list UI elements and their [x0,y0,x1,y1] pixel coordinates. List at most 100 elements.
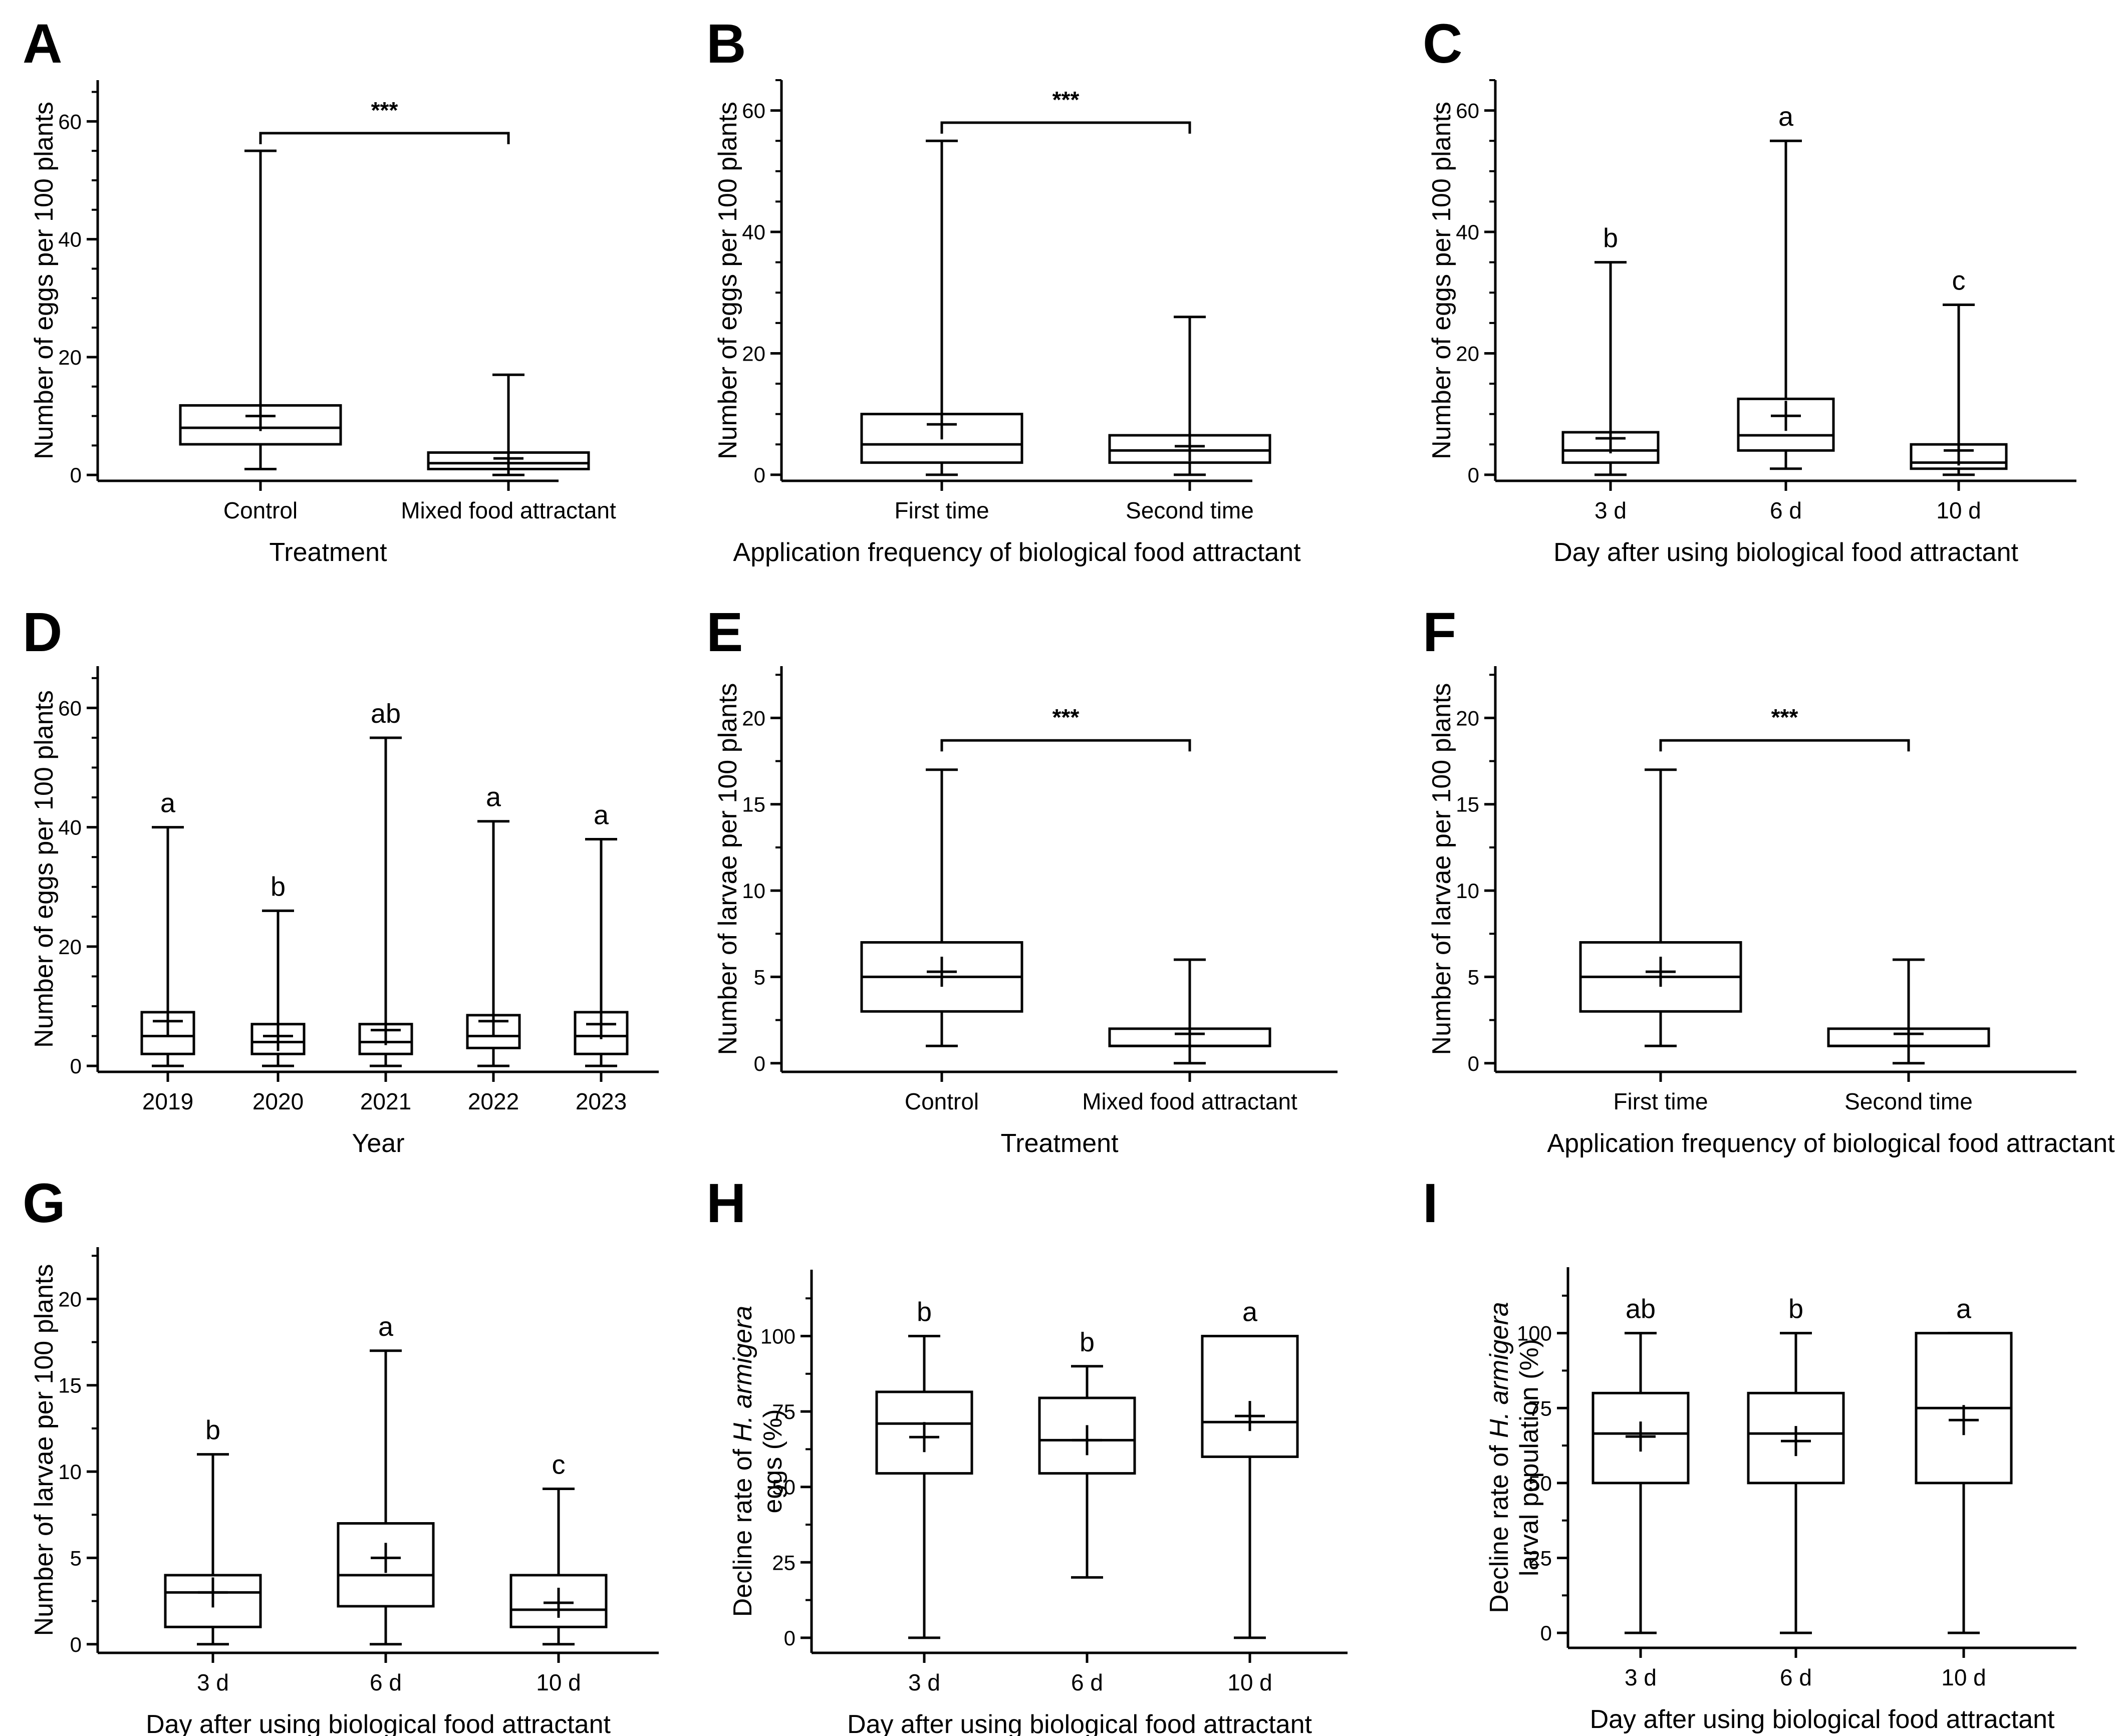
x-axis-title: Day after using biological food attracta… [1590,1705,2055,1734]
y-axis-title-line2: eggs (%) [758,1409,787,1513]
x-axis-title: Treatment [269,538,387,567]
y-axis-title: Number of eggs per 100 plants [30,102,59,459]
y-tick-label: 60 [1456,99,1479,123]
y-tick-label: 50 [1528,1472,1552,1495]
box-2: Mixed food attractant [1082,958,1297,1114]
y-axis-title: Number of larvae per 100 plants [1427,683,1456,1055]
y-tick-label: 60 [742,99,765,123]
significance-letter: b [917,1297,932,1327]
box-2: Second time [1108,316,1271,523]
x-category-label: 3 d [1595,497,1627,523]
y-tick-label: 5 [754,965,765,989]
box-3: 10 d a [1201,1297,1299,1695]
x-axis-title: Treatment [1000,1129,1119,1158]
y-tick-label: 0 [754,463,765,487]
box-3: 2021 ab [358,699,413,1114]
significance-stars: *** [1052,704,1080,730]
significance-bracket [940,739,1191,752]
y-axis-title-line2: larval population (%) [1515,1339,1544,1576]
significance-letter: b [1603,223,1618,253]
y-axis-title: Number of larvae per 100 plants [713,683,742,1055]
box-1: First time [860,139,1023,523]
y-tick-label: 20 [1456,342,1479,365]
x-category-label: 10 d [536,1669,581,1695]
significance-letter: a [1778,102,1794,132]
y-tick-label: 20 [58,935,82,959]
box-1: 3 d b [875,1297,973,1695]
box-2: 6 d b [1038,1327,1136,1695]
y-tick-label: 5 [1468,965,1479,989]
box-2: 6 d a [1737,102,1835,523]
y-axis-title: Number of eggs per 100 plants [713,102,742,459]
box-2: 6 d b [1747,1294,1845,1690]
x-axis-title: Day after using biological food attracta… [847,1710,1312,1736]
y-tick-label: 10 [742,879,765,903]
box-2: 2020 b [250,872,306,1114]
significance-letter: c [1952,265,1966,296]
y-tick-label: 20 [742,706,765,730]
y-axis-title-part: Decline rate of [1485,1438,1514,1613]
y-tick-label: 75 [1528,1396,1552,1420]
significance-stars: *** [1771,704,1798,730]
panel-letter: B [706,13,746,75]
y-tick-label: 20 [58,346,82,369]
panel-letter: H [706,1173,746,1234]
box-1: 2019 a [140,788,195,1114]
y-tick-label: 15 [742,793,765,816]
significance-letter: b [1788,1294,1803,1324]
x-category-label: 3 d [1625,1664,1657,1690]
y-tick-label: 15 [1456,793,1479,816]
x-axis-title: Application frequency of biological food… [1547,1129,2115,1158]
y-axis-title: Decline rate of H. armigera [1485,1302,1514,1613]
y-tick-label: 25 [772,1551,795,1574]
panel-letter: C [1423,13,1462,75]
box-2: Second time [1827,958,1990,1114]
box-1: 3 d b [164,1415,262,1695]
panel-letter: A [23,13,62,75]
y-tick-label: 50 [772,1476,795,1499]
box-3: 10 d a [1915,1294,2013,1690]
y-axis-title: Number of eggs per 100 plants [1427,102,1456,459]
y-tick-label: 0 [1468,1052,1479,1075]
y-tick-label: 20 [742,342,765,365]
significance-letter: b [271,872,286,902]
iqr-box [1201,1335,1299,1458]
x-category-label: 6 d [1770,497,1802,523]
x-category-label: First time [1613,1088,1708,1114]
x-category-label: 2021 [360,1088,411,1114]
x-category-label: Second time [1126,497,1254,523]
x-axis-title: Year [352,1129,404,1158]
y-tick-label: 10 [58,1460,82,1484]
significance-letter: b [1080,1327,1095,1357]
y-tick-label: 25 [1528,1546,1552,1570]
y-tick-label: 100 [1517,1322,1552,1345]
significance-letter: a [160,788,176,818]
y-tick-label: 0 [784,1626,795,1650]
box-3: 10 d c [509,1450,608,1695]
y-tick-label: 0 [1468,463,1479,487]
box-1: Control [179,149,342,523]
x-category-label: 6 d [370,1669,402,1695]
x-category-label: Second time [1844,1088,1973,1114]
y-axis-title-species: H. armigera [1485,1302,1514,1438]
y-tick-label: 40 [58,228,82,251]
box-1: Control [860,768,1023,1114]
y-tick-label: 5 [70,1546,82,1570]
x-axis-title: Day after using biological food attracta… [1553,538,2018,567]
significance-letter: a [486,782,501,812]
y-tick-label: 60 [58,110,82,133]
y-tick-label: 40 [1456,220,1479,244]
x-category-label: 3 d [197,1669,229,1695]
x-category-label: 6 d [1780,1664,1812,1690]
x-category-label: 2019 [142,1088,193,1114]
x-axis-title: Application frequency of biological food… [733,538,1301,567]
x-category-label: First time [894,497,989,523]
box-4: 2022 a [466,782,521,1114]
box-1: 3 d ab [1592,1294,1690,1690]
y-tick-label: 10 [1456,879,1479,903]
